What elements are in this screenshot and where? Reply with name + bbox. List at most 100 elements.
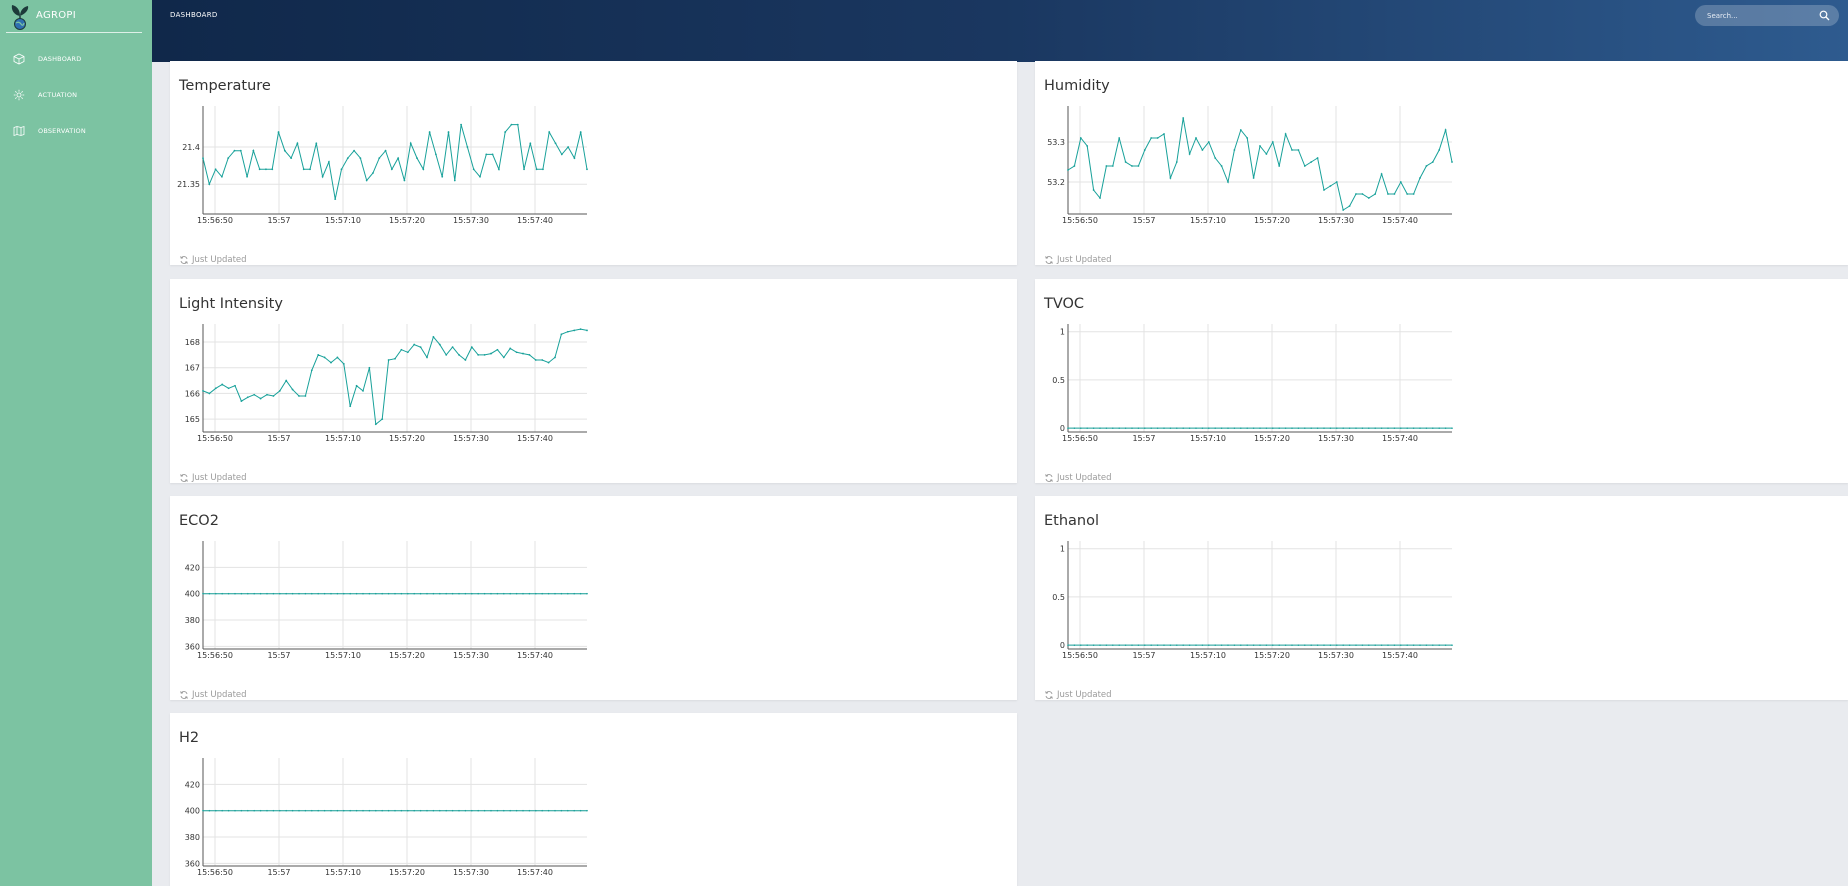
brand[interactable]: AGROPI <box>6 4 142 33</box>
data-point <box>1112 644 1114 646</box>
data-point <box>554 809 556 812</box>
data-point <box>1252 177 1255 179</box>
x-tick-label: 15:57:10 <box>1190 651 1226 660</box>
sidebar-item-actuation[interactable]: ACTUATION <box>12 86 142 104</box>
x-tick-label: 15:57 <box>267 216 290 225</box>
data-point <box>1124 427 1127 429</box>
data-point <box>1201 427 1204 429</box>
data-point <box>554 356 556 359</box>
data-point <box>1169 177 1172 179</box>
x-tick-label: 15:57:20 <box>389 434 425 443</box>
card-title: Temperature <box>179 78 271 94</box>
data-point <box>567 146 570 148</box>
data-point <box>343 809 345 812</box>
data-point <box>291 388 294 391</box>
data-point <box>413 343 416 346</box>
chart-card-humidity: Humidity 15:56:50 15:57 15:57:10 15:57:20 15… <box>1035 61 1848 265</box>
update-status: Just Updated <box>192 690 247 700</box>
chart-card-tvoc: TVOC 15:56:50 15:57 15:57:10 15:57:20 15:57:… <box>1035 279 1848 483</box>
data-point <box>1086 644 1088 646</box>
data-point <box>1163 644 1165 646</box>
data-point <box>528 353 531 356</box>
search-input[interactable] <box>1695 5 1839 26</box>
data-point <box>1156 137 1159 139</box>
data-point <box>234 592 236 595</box>
data-point <box>579 592 582 595</box>
data-point <box>496 809 499 812</box>
data-point <box>247 592 249 595</box>
data-point <box>240 592 243 595</box>
data-point <box>202 157 204 160</box>
data-point <box>470 346 473 349</box>
data-point <box>586 592 588 595</box>
y-tick-label: 420 <box>185 563 200 572</box>
data-point <box>466 146 469 148</box>
data-point <box>447 131 450 133</box>
x-tick-label: 15:57 <box>1132 651 1155 660</box>
data-point <box>1246 644 1248 646</box>
data-point <box>247 809 249 812</box>
card-title: Light Intensity <box>179 296 283 312</box>
data-point <box>1425 427 1428 429</box>
search-icon[interactable] <box>1819 10 1830 21</box>
data-point <box>566 330 569 333</box>
data-point <box>330 592 332 595</box>
data-point <box>246 396 249 399</box>
data-point <box>1150 644 1152 646</box>
data-point <box>1144 427 1146 429</box>
data-point <box>1233 149 1236 151</box>
data-point <box>1188 153 1191 155</box>
data-point <box>1105 427 1108 429</box>
top-navbar: DASHBOARD <box>152 0 1848 62</box>
data-point <box>406 351 409 354</box>
data-point <box>1348 205 1351 207</box>
data-point <box>1233 644 1236 646</box>
card-footer: Just Updated <box>1044 690 1112 700</box>
data-point <box>1169 644 1172 646</box>
data-point <box>560 153 563 156</box>
x-tick-label: 15:57 <box>1132 216 1155 225</box>
data-point <box>1207 141 1210 143</box>
data-point <box>416 157 418 160</box>
data-point <box>1233 427 1236 429</box>
data-point <box>1201 149 1204 151</box>
data-point <box>1246 137 1249 139</box>
data-point <box>296 142 299 145</box>
update-status: Just Updated <box>1057 473 1112 483</box>
data-point <box>1214 427 1216 429</box>
sidebar-item-dashboard[interactable]: DASHBOARD <box>12 50 142 68</box>
data-point <box>1118 137 1121 139</box>
x-tick-label: 15:57:30 <box>1318 216 1354 225</box>
data-point <box>285 379 288 382</box>
y-tick-label: 168 <box>185 338 200 347</box>
data-point <box>515 809 518 812</box>
data-point <box>1387 427 1389 429</box>
data-point <box>1124 161 1127 163</box>
data-point <box>451 592 454 595</box>
data-point <box>472 168 475 171</box>
sidebar-item-observation[interactable]: OBSERVATION <box>12 122 142 140</box>
x-tick-label: 15:57:40 <box>517 868 553 877</box>
data-point <box>1444 129 1447 131</box>
sidebar-item-label: OBSERVATION <box>38 127 86 135</box>
y-tick-label: 53.2 <box>1047 178 1065 187</box>
data-point <box>1118 427 1120 429</box>
data-point <box>1265 153 1268 155</box>
data-point <box>522 592 524 595</box>
ethanol-line-chart: 15:56:50 15:57 15:57:10 15:57:20 15:57:30 15:… <box>1052 541 1453 660</box>
data-point <box>586 168 588 171</box>
h2-line-chart: 15:56:50 15:57 15:57:10 15:57:20 15:57:30 15:… <box>185 758 588 877</box>
data-point <box>1272 644 1274 646</box>
data-point <box>419 809 422 812</box>
x-tick-label: 15:57:40 <box>1382 216 1418 225</box>
data-point <box>330 809 332 812</box>
data-point <box>1265 644 1268 646</box>
data-point <box>560 592 563 595</box>
data-point <box>1176 427 1178 429</box>
data-point <box>271 168 274 171</box>
y-tick-label: 1 <box>1060 328 1065 337</box>
data-point <box>394 592 396 595</box>
data-point <box>259 592 262 595</box>
data-point <box>1176 644 1178 646</box>
data-point <box>1406 644 1408 646</box>
